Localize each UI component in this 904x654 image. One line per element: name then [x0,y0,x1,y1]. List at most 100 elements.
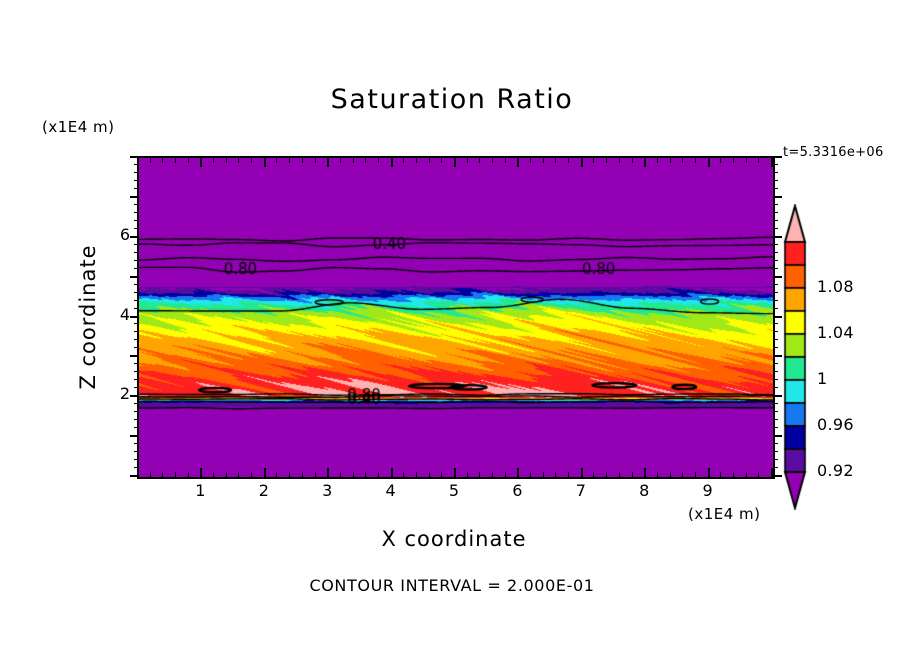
y-tick [134,347,139,349]
x-tick [492,158,494,163]
x-tick [137,158,139,167]
colorbar-tick-label: 0.96 [817,415,854,434]
y-tick [134,419,139,421]
y-tick [134,219,139,221]
y-tick [134,227,139,229]
y-tick [134,267,139,269]
x-tick [276,472,278,477]
y-tick [134,459,139,461]
x-tick [771,468,773,477]
x-tick-label: 8 [639,481,650,500]
x-tick [352,158,354,163]
x-tick [466,472,468,477]
x-tick [377,472,379,477]
x-tick [758,158,760,163]
x-tick [707,468,710,477]
x-tick [238,472,240,477]
x-tick [238,158,240,163]
x-tick [187,472,189,477]
y-tick [134,379,139,381]
x-tick [682,472,684,477]
x-tick [225,472,227,477]
y-tick [134,323,139,325]
y-tick [773,395,782,398]
x-tick [454,468,456,477]
x-tick [568,472,570,477]
y-tick [134,363,139,365]
x-tick [441,472,443,477]
x-tick [618,472,620,477]
x-tick [745,472,747,477]
x-tick [339,158,341,163]
x-tick [149,158,151,163]
x-tick [580,158,583,167]
y-tick [134,387,139,389]
y-tick [773,235,782,238]
y-tick [773,267,778,269]
y-axis-unit-label: (x1E4 m) [42,118,115,136]
x-tick [644,158,647,167]
y-tick [134,339,139,341]
y-tick [134,403,139,405]
y-tick [773,371,778,373]
y-tick [773,211,778,213]
x-tick [339,472,341,477]
x-tick [504,472,506,477]
x-tick [289,158,291,163]
x-tick [352,472,354,477]
y-tick [134,331,139,333]
x-tick [441,158,443,163]
colorbar-canvas [779,204,813,510]
y-tick [773,171,778,173]
x-tick [162,472,164,477]
x-tick [415,472,417,477]
y-tick [773,283,778,285]
x-tick [530,158,532,163]
x-tick-label: 2 [258,481,269,500]
x-tick [758,472,760,477]
x-tick [175,472,177,477]
x-tick [365,472,367,477]
x-tick [314,472,316,477]
y-tick [134,211,139,213]
x-tick [390,468,393,477]
x-tick [263,468,266,477]
y-tick [773,387,778,389]
x-tick [327,158,330,167]
x-tick-label: 5 [448,481,460,500]
y-tick [773,275,782,278]
x-tick [403,158,405,163]
x-tick [669,472,671,477]
x-tick [530,472,532,477]
y-tick [773,467,778,469]
x-tick [403,472,405,477]
y-tick [134,411,139,413]
x-tick [593,158,595,163]
y-tick [773,179,778,181]
x-tick [656,158,658,163]
y-tick [773,227,778,229]
y-tick [773,435,782,438]
x-tick [251,158,253,163]
y-tick [130,235,139,238]
colorbar-tick-label: 1.04 [817,323,854,342]
x-tick [631,158,633,163]
y-tick [134,283,139,285]
x-tick [631,472,633,477]
y-tick [773,299,778,301]
x-axis-unit-label: (x1E4 m) [688,505,761,523]
colorbar-tick-label: 0.92 [817,461,854,480]
x-tick [771,158,773,167]
x-tick [682,158,684,163]
y-tick [134,291,139,293]
x-tick [377,158,379,163]
x-tick [200,158,203,167]
y-tick [773,307,778,309]
x-tick [694,472,696,477]
x-tick [656,472,658,477]
y-tick [773,251,778,253]
y-tick [773,331,778,333]
x-tick [479,472,481,477]
y-tick [130,395,139,398]
y-tick [773,459,778,461]
